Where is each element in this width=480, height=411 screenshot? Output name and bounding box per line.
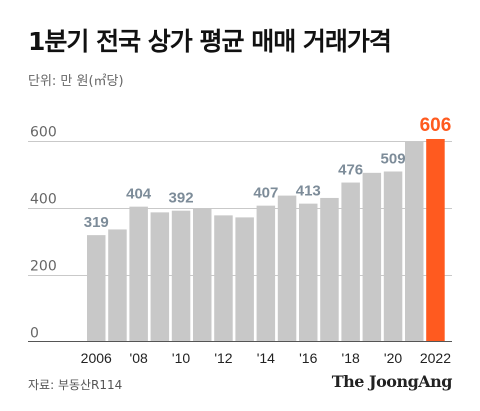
data-label: 407 <box>253 185 278 202</box>
bar <box>150 212 170 341</box>
data-label: 319 <box>84 214 109 231</box>
bar <box>405 142 424 341</box>
y-tick-label: 0 <box>30 326 39 342</box>
x-tick-label: '20 <box>384 350 402 366</box>
bar <box>171 210 191 341</box>
x-tick-label: '08 <box>130 350 148 366</box>
bar <box>87 235 106 341</box>
bar <box>426 138 445 341</box>
bar <box>193 208 212 341</box>
x-tick-label: '18 <box>342 350 360 366</box>
data-label: 392 <box>169 190 194 207</box>
x-tick-label: '12 <box>214 350 232 366</box>
bar <box>362 172 382 341</box>
x-tick-label: '16 <box>299 350 317 366</box>
bar <box>214 215 233 341</box>
brand-logo: The JoongAng <box>331 372 453 391</box>
x-tick-label: 2006 <box>81 350 112 366</box>
bar <box>341 182 360 341</box>
data-label: 476 <box>338 162 363 179</box>
bar <box>235 217 254 341</box>
unit-label: 단위: 만 원(㎡당) <box>28 74 124 89</box>
bar <box>383 171 403 341</box>
y-tick-label: 400 <box>30 192 57 208</box>
source-label: 자료: 부동산R114 <box>28 378 123 392</box>
x-tick-label: 2022 <box>420 350 451 366</box>
bar <box>299 203 318 341</box>
bar <box>129 206 148 341</box>
y-tick-label: 200 <box>30 259 57 275</box>
x-tick-label: '10 <box>172 350 190 366</box>
y-tick-label: 600 <box>30 125 57 141</box>
x-tick-label: '14 <box>257 350 275 366</box>
data-label: 509 <box>381 150 406 167</box>
bar <box>108 229 127 341</box>
data-label: 606 <box>420 115 452 136</box>
bar <box>320 197 339 341</box>
bar <box>277 195 297 341</box>
data-label: 404 <box>126 186 152 203</box>
bar <box>256 205 276 341</box>
data-label: 413 <box>296 183 321 200</box>
chart-title: 1분기 전국 상가 평균 매매 거래가격 <box>28 27 392 56</box>
